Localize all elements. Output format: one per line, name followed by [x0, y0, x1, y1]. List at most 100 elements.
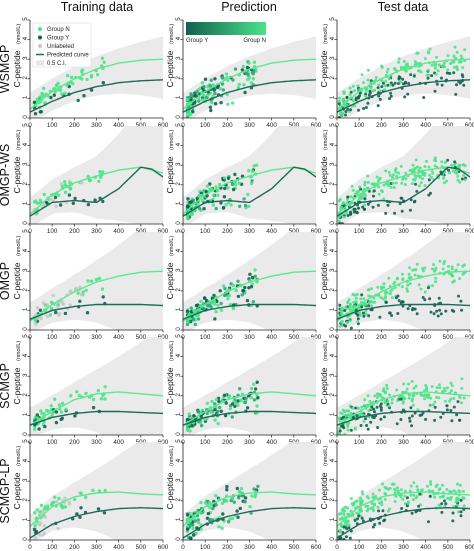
y-tick-label: 1 [175, 201, 182, 205]
data-point [354, 300, 358, 304]
curve-group-y [337, 410, 470, 426]
data-point [337, 219, 341, 223]
y-tick-label: 0 [22, 327, 29, 331]
legend-entry: Predicted curve [47, 53, 89, 59]
data-point [438, 504, 442, 508]
data-point [372, 416, 376, 420]
data-point [410, 414, 414, 418]
data-point [373, 182, 376, 186]
legend-entry: Group Y [47, 36, 69, 42]
data-point [199, 511, 203, 515]
data-point [426, 68, 430, 72]
data-point [423, 298, 427, 302]
y-tick-label: 5 [175, 229, 182, 233]
ci-band [30, 442, 163, 540]
data-point [396, 276, 399, 280]
data-point [362, 207, 366, 211]
y-tick-label: 3 [22, 373, 29, 377]
data-point [446, 54, 450, 58]
x-tick-label: 300 [398, 334, 409, 341]
data-point [194, 303, 199, 308]
data-point [419, 287, 423, 291]
data-point [390, 314, 394, 317]
data-point [249, 396, 253, 400]
data-point [59, 417, 63, 422]
data-point [458, 483, 462, 487]
data-point [239, 487, 244, 491]
y-tick-label: 4 [329, 353, 336, 357]
data-point [205, 95, 209, 100]
data-point [224, 72, 229, 76]
data-point [437, 296, 441, 300]
data-point [63, 190, 68, 194]
data-point [199, 500, 203, 505]
curve-group-y [183, 506, 316, 539]
data-point [369, 81, 373, 85]
data-point [213, 408, 217, 412]
data-point [388, 292, 392, 296]
data-point [383, 485, 387, 489]
data-point [342, 215, 346, 219]
data-point [411, 397, 415, 401]
data-point [361, 205, 365, 209]
data-point [361, 194, 365, 198]
data-point [455, 50, 459, 54]
data-point [401, 77, 405, 81]
data-point [459, 54, 463, 58]
data-point [225, 484, 229, 489]
data-point [429, 482, 433, 486]
data-point [228, 517, 232, 521]
data-point [427, 193, 431, 197]
x-tick-label: 400 [266, 122, 277, 129]
plot-area [183, 232, 316, 330]
data-point [243, 90, 247, 95]
ci-band [183, 442, 316, 540]
data-point [414, 510, 418, 514]
data-point [414, 182, 418, 186]
data-point [363, 203, 367, 207]
data-point [249, 511, 253, 515]
data-point [456, 178, 460, 182]
data-point [216, 193, 220, 197]
data-point [375, 392, 379, 396]
data-point [374, 495, 378, 498]
data-point [205, 411, 209, 415]
data-point [235, 509, 239, 513]
data-point [448, 490, 452, 494]
y-axis-title: C-peptide [319, 262, 329, 299]
data-point [53, 495, 57, 499]
data-point [243, 400, 247, 405]
data-point [38, 95, 42, 99]
y-axis-unit: (nmol/L) [16, 341, 22, 361]
data-point [341, 424, 345, 428]
curve-group-n [30, 58, 163, 110]
data-point [208, 105, 213, 110]
data-point [345, 95, 349, 99]
x-tick-label: 300 [91, 544, 102, 551]
data-point [250, 494, 254, 498]
data-point [252, 60, 257, 64]
y-axis-unit: (nmol/L) [323, 24, 329, 44]
data-point [189, 92, 193, 96]
data-point [190, 424, 194, 428]
data-point [434, 280, 438, 284]
y-tick-label: 5 [22, 334, 29, 338]
data-point [359, 197, 363, 201]
data-point [250, 179, 254, 183]
data-point [363, 404, 367, 408]
data-point [401, 497, 405, 501]
data-point [224, 293, 229, 297]
data-point [187, 412, 191, 416]
x-tick-label: 400 [266, 228, 277, 235]
data-point [443, 389, 447, 393]
x-tick-label: 500 [136, 228, 147, 235]
data-point [435, 395, 438, 399]
data-point [423, 266, 427, 270]
data-point [416, 51, 420, 55]
data-point [413, 173, 417, 177]
plot-area [183, 442, 316, 540]
data-point [60, 504, 64, 508]
data-point [411, 163, 415, 167]
data-point [363, 180, 367, 184]
data-point [219, 409, 223, 413]
